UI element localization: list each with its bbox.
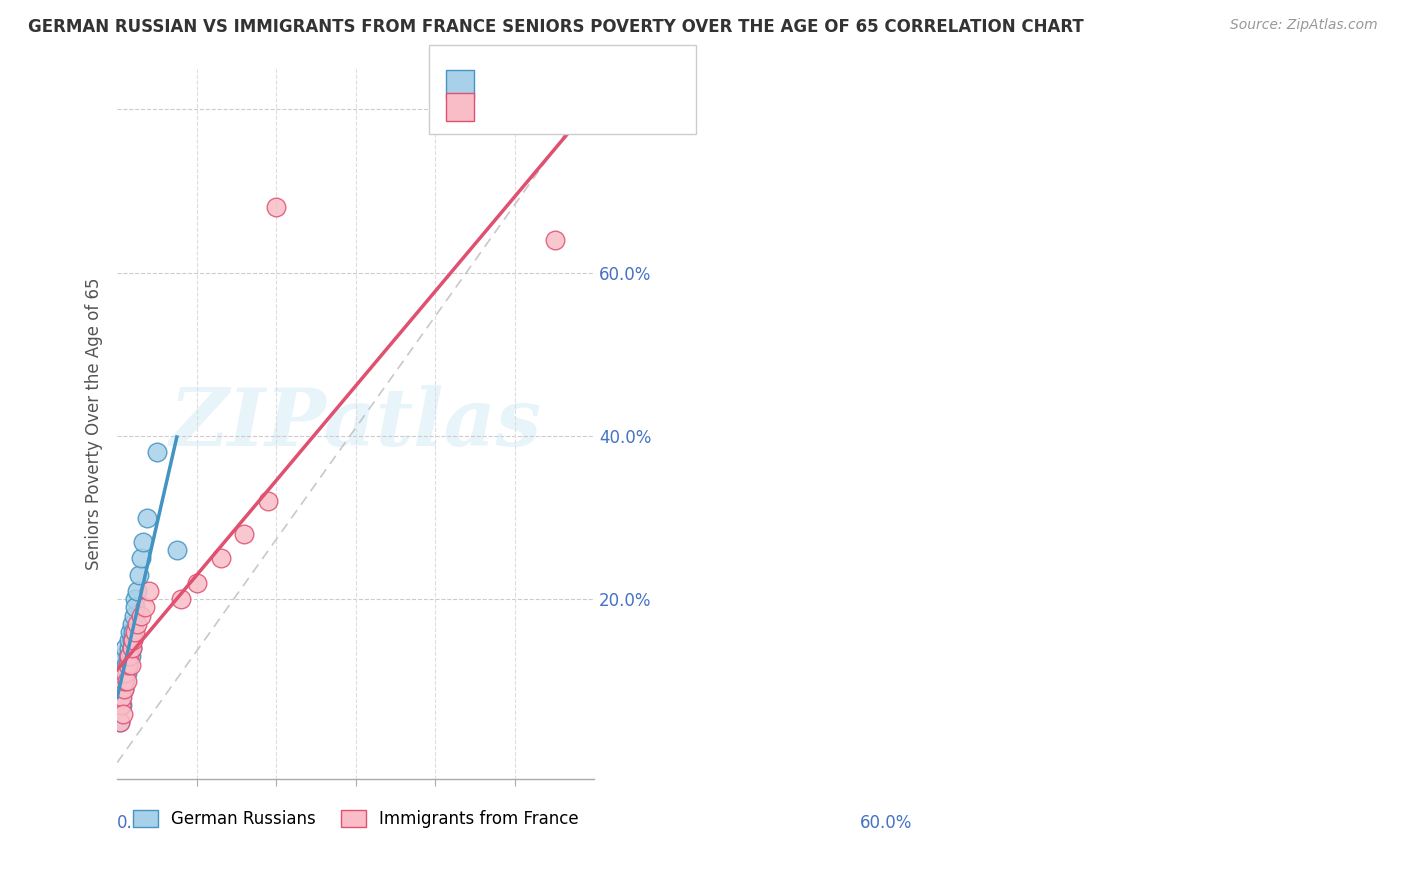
Point [111, 673, 134, 688]
Point [121, 641, 143, 656]
Point [128, 567, 150, 582]
Point [129, 608, 152, 623]
Point [112, 673, 135, 688]
Point [146, 445, 169, 459]
Point [134, 600, 156, 615]
Point [112, 649, 135, 664]
Point [115, 657, 138, 672]
Text: 60.0%: 60.0% [860, 814, 912, 832]
Point [166, 543, 188, 558]
Point [110, 682, 132, 697]
Point [124, 624, 146, 639]
Point [170, 592, 193, 607]
Point [125, 616, 148, 631]
Point [121, 633, 143, 648]
Point [131, 535, 153, 549]
Point [117, 649, 139, 664]
Point [129, 551, 152, 566]
Point [124, 600, 146, 615]
Text: R =: R = [482, 76, 519, 94]
Point [114, 665, 136, 680]
Text: 0.0%: 0.0% [117, 814, 159, 832]
Point [122, 608, 145, 623]
Point [186, 576, 208, 591]
Point [111, 706, 134, 721]
Point [124, 592, 146, 607]
Point [125, 584, 148, 599]
Text: GERMAN RUSSIAN VS IMMIGRANTS FROM FRANCE SENIORS POVERTY OVER THE AGE OF 65 CORR: GERMAN RUSSIAN VS IMMIGRANTS FROM FRANCE… [28, 18, 1084, 36]
Point [114, 641, 136, 656]
Point [136, 510, 159, 524]
Point [138, 584, 160, 599]
Point [115, 665, 138, 680]
Point [117, 657, 139, 672]
Point [118, 649, 141, 664]
Point [112, 682, 135, 697]
Text: 0.412: 0.412 [522, 76, 574, 94]
Point [122, 624, 145, 639]
Point [121, 641, 143, 656]
Point [257, 494, 280, 508]
Point [108, 714, 131, 729]
Point [264, 200, 287, 214]
Text: N =: N = [574, 98, 610, 116]
Point [118, 624, 141, 639]
Point [111, 698, 134, 713]
Point [112, 682, 135, 697]
Point [118, 633, 141, 648]
Point [120, 657, 142, 672]
Y-axis label: Seniors Poverty Over the Age of 65: Seniors Poverty Over the Age of 65 [86, 277, 103, 570]
Text: N =: N = [574, 76, 610, 94]
Text: 32: 32 [609, 76, 633, 94]
Text: R =: R = [482, 98, 519, 116]
Point [233, 527, 256, 541]
Text: 0.805: 0.805 [522, 98, 574, 116]
Point [112, 665, 135, 680]
Text: 25: 25 [609, 98, 631, 116]
Point [110, 690, 132, 705]
Text: Source: ZipAtlas.com: Source: ZipAtlas.com [1230, 18, 1378, 32]
Point [115, 673, 138, 688]
Point [209, 551, 232, 566]
Point [108, 714, 131, 729]
Point [120, 649, 142, 664]
Point [110, 698, 132, 713]
Legend: German Russians, Immigrants from France: German Russians, Immigrants from France [127, 803, 585, 835]
Point [121, 616, 143, 631]
Point [543, 233, 565, 247]
Text: ZIPatlas: ZIPatlas [170, 385, 541, 462]
Point [122, 633, 145, 648]
Point [111, 690, 134, 705]
Point [118, 641, 141, 656]
Point [117, 657, 139, 672]
Point [114, 673, 136, 688]
